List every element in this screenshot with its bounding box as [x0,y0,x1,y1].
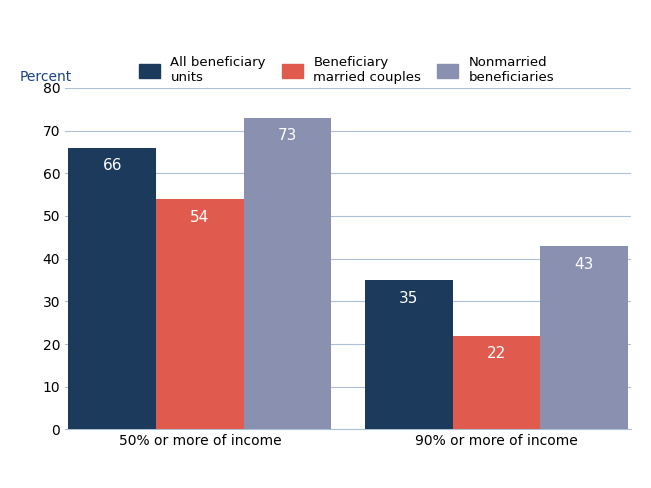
Text: 54: 54 [190,209,210,224]
Bar [365,280,453,429]
Text: 35: 35 [399,291,419,305]
Bar [453,336,540,429]
Bar [540,246,628,429]
Text: 73: 73 [278,128,298,143]
Bar [68,147,156,429]
Bar [156,199,243,429]
Text: Percent: Percent [20,70,72,84]
Bar [243,118,331,429]
Text: 43: 43 [575,257,594,271]
Text: 22: 22 [487,346,506,361]
Text: 66: 66 [103,158,122,173]
Legend: All beneficiary
units, Beneficiary
married couples, Nonmarried
beneficiaries: All beneficiary units, Beneficiary marri… [139,57,555,84]
